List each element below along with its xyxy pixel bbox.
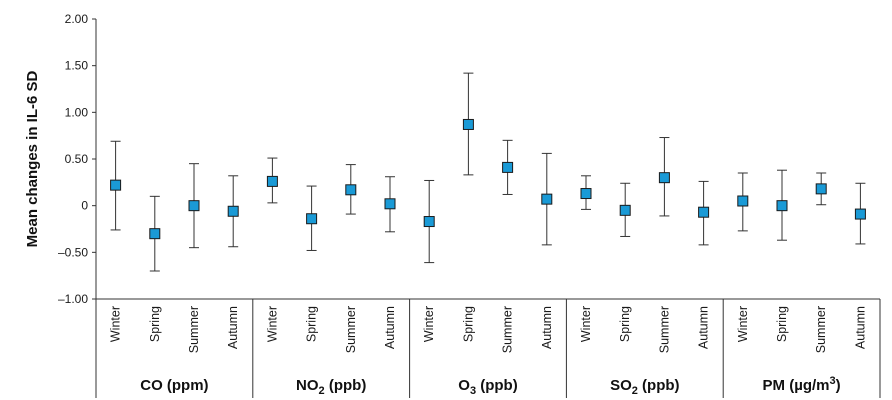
season-tick-label: Summer xyxy=(187,306,201,353)
season-tick-label: Autumn xyxy=(383,306,397,349)
data-point xyxy=(698,206,710,218)
season-tick-label: Summer xyxy=(344,306,358,353)
group-label: O3 (ppb) xyxy=(458,377,517,397)
data-point xyxy=(776,200,788,212)
data-point xyxy=(384,198,396,210)
season-tick-label: Summer xyxy=(814,306,828,353)
group-label: PM (µg/m3) xyxy=(763,375,841,394)
y-tick-label: 0.50 xyxy=(65,152,89,166)
season-tick-label: Spring xyxy=(618,306,632,342)
y-tick-label: –0.50 xyxy=(58,245,88,259)
data-point xyxy=(149,228,161,240)
data-point xyxy=(580,188,592,200)
data-point xyxy=(188,200,200,212)
data-point xyxy=(619,204,631,216)
data-point xyxy=(423,216,435,228)
data-point xyxy=(541,193,553,205)
season-tick-label: Autumn xyxy=(697,306,711,349)
season-tick-label: Spring xyxy=(305,306,319,342)
season-tick-label: Winter xyxy=(265,306,279,342)
season-tick-label: Spring xyxy=(461,306,475,342)
data-point xyxy=(658,172,670,184)
y-tick-label: 0 xyxy=(81,199,88,213)
data-point xyxy=(815,183,827,195)
season-tick-label: Spring xyxy=(148,306,162,342)
y-tick-label: 1.50 xyxy=(65,59,89,73)
data-point xyxy=(110,179,122,191)
data-point xyxy=(462,118,474,130)
data-point xyxy=(854,208,866,220)
season-tick-label: Winter xyxy=(422,306,436,342)
season-tick-label: Autumn xyxy=(540,306,554,349)
y-tick-label: –1.00 xyxy=(58,292,88,306)
season-tick-label: Spring xyxy=(775,306,789,342)
y-tick-label: 1.00 xyxy=(65,105,89,119)
data-point xyxy=(737,195,749,207)
season-tick-label: Autumn xyxy=(226,306,240,349)
season-tick-label: Winter xyxy=(579,306,593,342)
season-tick-label: Summer xyxy=(501,306,515,353)
data-point xyxy=(227,205,239,217)
group-label: SO2 (ppb) xyxy=(610,377,679,397)
season-tick-label: Winter xyxy=(109,306,123,342)
data-point xyxy=(306,213,318,225)
y-axis-title: Mean changes in IL-6 SD xyxy=(24,70,41,247)
season-tick-label: Summer xyxy=(657,306,671,353)
group-label: NO2 (ppb) xyxy=(296,377,366,397)
data-point xyxy=(266,175,278,187)
data-point xyxy=(502,161,514,173)
data-point xyxy=(345,184,357,196)
season-tick-label: Winter xyxy=(736,306,750,342)
y-tick-label: 2.00 xyxy=(65,12,89,26)
season-tick-label: Autumn xyxy=(853,306,867,349)
group-label: CO (ppm) xyxy=(140,377,208,394)
